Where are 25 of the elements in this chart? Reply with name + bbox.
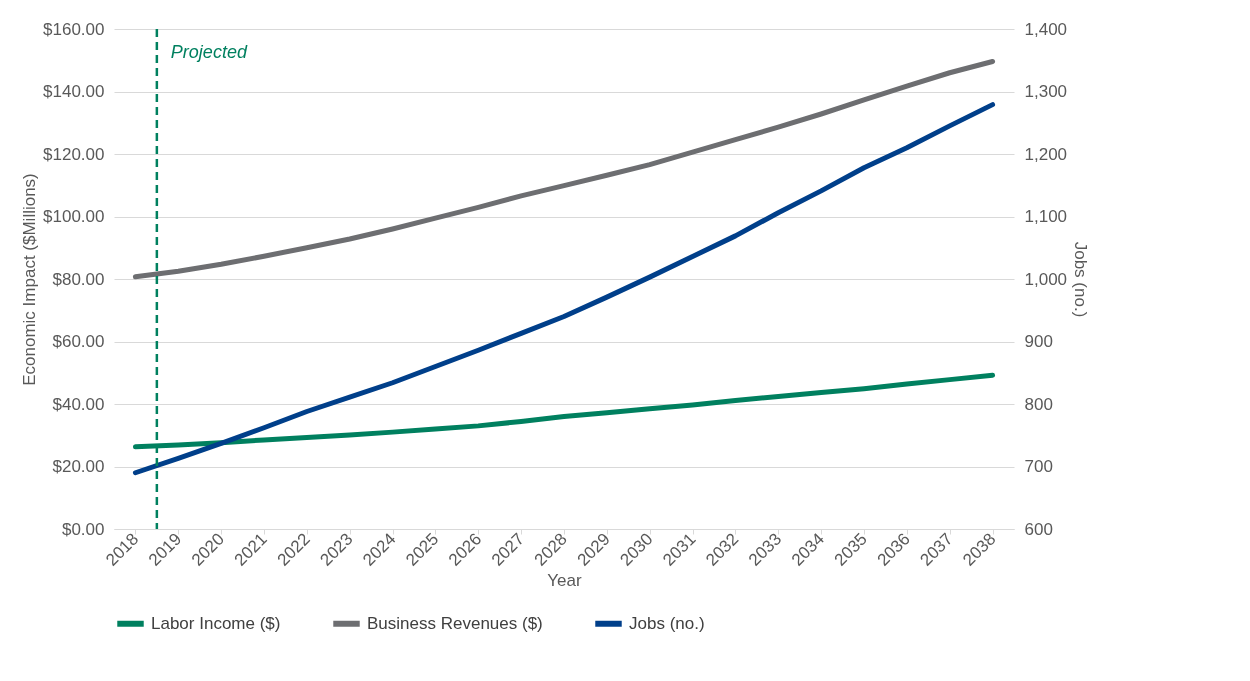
y2-axis-title: Jobs (no.) bbox=[1071, 241, 1091, 318]
y2-tick-label: 1,000 bbox=[1024, 269, 1068, 289]
y-tick-label: $100.00 bbox=[43, 207, 105, 226]
y2-tick-label: 1,100 bbox=[1024, 207, 1068, 226]
y2-tick-label: 900 bbox=[1024, 332, 1053, 351]
y-tick-label: $0.00 bbox=[61, 519, 105, 539]
legend-label: Business Revenues ($) bbox=[367, 613, 543, 633]
y-tick-label: $80.00 bbox=[52, 269, 105, 289]
y2-tick-label: 1,300 bbox=[1024, 82, 1068, 101]
y2-tick-label: 1,200 bbox=[1024, 144, 1068, 164]
y2-tick-label: 600 bbox=[1024, 519, 1053, 539]
y2-tick-label: 1,400 bbox=[1024, 19, 1068, 39]
y-tick-label: $140.00 bbox=[43, 82, 105, 101]
y-tick-label: $40.00 bbox=[52, 394, 105, 414]
y-axis-title: Economic Impact ($Millions) bbox=[20, 173, 40, 386]
y-tick-label: $120.00 bbox=[43, 144, 105, 164]
y2-tick-label: 800 bbox=[1024, 394, 1053, 414]
y-tick-label: $20.00 bbox=[52, 457, 105, 476]
x-axis-title: Year bbox=[547, 570, 583, 590]
y2-tick-label: 700 bbox=[1024, 457, 1053, 476]
y-tick-label: $60.00 bbox=[52, 332, 105, 351]
ref-line-label: Projected bbox=[170, 42, 248, 62]
legend-label: Jobs (no.) bbox=[629, 613, 705, 633]
y-tick-label: $160.00 bbox=[43, 19, 105, 39]
legend-label: Labor Income ($) bbox=[151, 613, 281, 633]
